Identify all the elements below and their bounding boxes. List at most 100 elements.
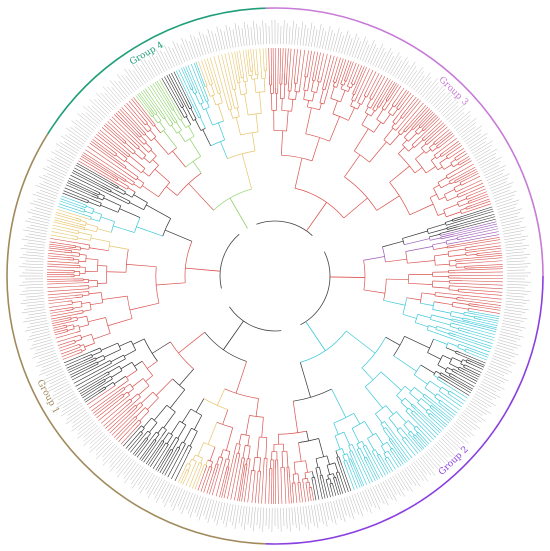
internal-branch [447, 156, 452, 160]
leaf-branch [193, 62, 205, 91]
leaf-branch [47, 263, 76, 266]
tip-label [52, 386, 71, 397]
internal-branch [194, 93, 201, 105]
tip-label [299, 21, 304, 46]
leaf-branch [107, 121, 130, 142]
leaf-branch [471, 364, 484, 370]
tip-label [467, 405, 483, 416]
leaf-branch [167, 449, 183, 478]
leaf-branch [52, 321, 72, 327]
internal-branch [352, 89, 355, 95]
internal-branch [389, 165, 410, 183]
internal-branch [248, 71, 250, 76]
connector-arc [361, 337, 386, 369]
internal-branch [389, 449, 393, 454]
leaf-branch [217, 55, 230, 100]
leaf-branch [115, 420, 135, 440]
leaf-branch [155, 448, 170, 471]
internal-branch [204, 465, 208, 473]
internal-branch [450, 373, 457, 378]
internal-branch [353, 413, 361, 425]
tip-label [206, 35, 212, 53]
connector-arc [131, 191, 136, 198]
internal-branch [437, 145, 442, 149]
internal-branch [357, 103, 361, 110]
internal-branch [365, 444, 372, 455]
tip-label [71, 120, 91, 136]
internal-branch [188, 85, 192, 90]
internal-branch [63, 329, 68, 331]
internal-branch [468, 307, 474, 310]
leaf-branch [418, 436, 428, 446]
internal-branch [319, 467, 322, 476]
internal-branch [315, 458, 319, 468]
leaf-branch [137, 93, 150, 111]
internal-branch [386, 278, 409, 281]
leaf-branch [431, 418, 445, 430]
tip-label [489, 181, 507, 189]
tip-label [486, 371, 509, 382]
leaf-branch [352, 63, 360, 80]
internal-branch [141, 120, 146, 126]
connector-arc [405, 251, 408, 264]
connector-arc [216, 421, 233, 428]
tip-label [198, 497, 207, 521]
internal-branch [181, 408, 192, 423]
internal-branch [465, 250, 477, 253]
leaf-branch [147, 86, 168, 117]
leaf-branch [459, 324, 496, 336]
internal-branch [428, 414, 433, 419]
leaf-branch [334, 57, 341, 77]
internal-branch [138, 385, 150, 396]
internal-branch [432, 147, 438, 152]
tip-label [491, 358, 512, 366]
tip-label [87, 105, 104, 121]
internal-branch [296, 77, 299, 84]
connector-arc [168, 147, 177, 155]
tip-label [107, 86, 122, 103]
internal-branch [409, 203, 434, 216]
leaf-branch [55, 212, 75, 219]
connector-arc [356, 441, 363, 445]
internal-branch [220, 457, 224, 466]
tree-branches [47, 48, 504, 504]
internal-branch [240, 73, 242, 78]
connector-arc [259, 436, 267, 438]
internal-branch [212, 95, 217, 106]
internal-branch [451, 370, 458, 374]
internal-branch [89, 363, 99, 369]
leaf-branch [456, 376, 475, 387]
leaf-branch [334, 481, 339, 496]
tip-label [111, 86, 124, 101]
leaf-branch [471, 193, 488, 201]
internal-branch [465, 245, 477, 249]
connector-arc [451, 368, 454, 372]
internal-branch [250, 470, 252, 476]
internal-branch [109, 193, 129, 205]
tip-label [50, 158, 70, 169]
leaf-branch [180, 472, 186, 484]
connector-arc [185, 124, 191, 128]
leaf-branch [221, 475, 228, 498]
leaf-branch [397, 89, 407, 103]
internal-branch [452, 216, 462, 220]
connector-arc [97, 259, 99, 272]
connector-arc [367, 433, 377, 439]
leaf-branch [465, 292, 503, 296]
internal-branch [336, 457, 340, 466]
tip-label [137, 469, 149, 486]
internal-branch [170, 420, 180, 435]
internal-branch [136, 131, 142, 136]
connector-arc [189, 107, 192, 110]
connector-arc [185, 156, 201, 168]
internal-branch [373, 121, 382, 133]
leaf-branch [123, 429, 139, 447]
internal-branch [127, 187, 136, 193]
internal-branch [361, 367, 374, 381]
tip-label [498, 207, 516, 213]
leaf-branch [103, 405, 127, 427]
tip-label [85, 112, 100, 125]
internal-branch [425, 149, 432, 154]
connector-arc [110, 375, 113, 380]
tip-label [490, 182, 514, 192]
